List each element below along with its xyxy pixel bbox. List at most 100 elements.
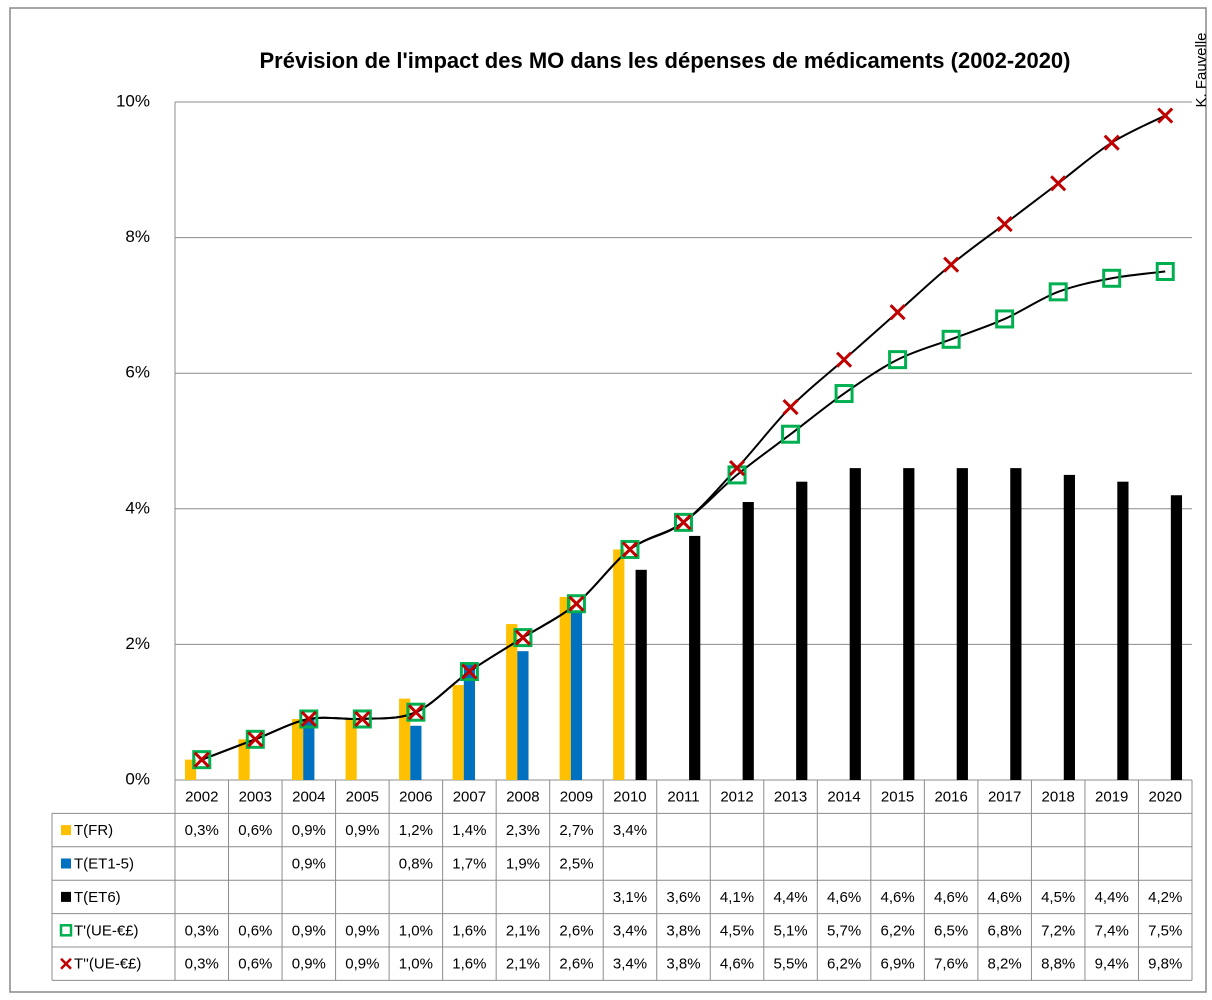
table-value: 4,5% [720, 922, 754, 939]
y-tick-label: 6% [125, 363, 150, 382]
bar [689, 535, 701, 780]
y-tick-label: 8% [125, 227, 150, 246]
table-value: 8,8% [1041, 956, 1075, 973]
square-marker [834, 384, 854, 404]
cross-marker [407, 704, 424, 721]
square-marker [674, 512, 693, 532]
table-value: 0,9% [345, 822, 379, 839]
legend-label: T(FR) [74, 822, 113, 839]
bar [463, 664, 475, 780]
square-marker [459, 662, 479, 682]
x-tick-label: 2013 [774, 789, 807, 806]
square-marker [1048, 282, 1068, 302]
x-tick-label: 2012 [720, 789, 753, 806]
table-value: 4,6% [827, 889, 861, 906]
square-marker [352, 709, 372, 729]
table-value: 7,5% [1148, 922, 1182, 939]
table-value: 0,3% [185, 956, 219, 973]
y-tick-label: 4% [125, 498, 150, 517]
author: K. Fauvelle [1193, 32, 1210, 107]
cross-marker [836, 351, 853, 368]
table-value: 2,6% [559, 922, 593, 939]
table-value: 0,6% [238, 956, 272, 973]
table-value: 6,8% [988, 922, 1022, 939]
table-value: 2,1% [506, 956, 540, 973]
table-value: 0,9% [292, 855, 326, 872]
table-value: 3,4% [613, 956, 647, 973]
table-value: 5,7% [827, 922, 861, 939]
chart-title: Prévision de l'impact des MO dans les dé… [259, 48, 1070, 73]
table-value: 0,9% [345, 956, 379, 973]
table-value: 8,2% [988, 956, 1022, 973]
x-tick-label: 2008 [506, 789, 539, 806]
table-value: 6,9% [881, 956, 915, 973]
bar [613, 549, 625, 780]
bar [517, 651, 529, 780]
table-value: 0,3% [185, 822, 219, 839]
table-value: 1,2% [399, 822, 433, 839]
legend-key [61, 825, 71, 836]
table-value: 1,6% [452, 922, 486, 939]
legend-key [59, 924, 73, 937]
table-value: 4,2% [1148, 889, 1182, 906]
x-tick-label: 2011 [667, 789, 699, 806]
x-tick-label: 2014 [827, 789, 860, 806]
table-value: 4,6% [988, 889, 1022, 906]
square-marker [995, 309, 1015, 329]
square-marker [566, 594, 586, 614]
table-value: 1,0% [399, 956, 433, 973]
table-value: 3,4% [613, 822, 647, 839]
bar [238, 739, 250, 780]
table-value: 3,8% [666, 922, 700, 939]
bar [452, 685, 464, 780]
table-value: 4,6% [881, 889, 915, 906]
bar [184, 759, 197, 780]
cross-marker [1103, 134, 1120, 151]
square-marker [781, 424, 801, 444]
cross-marker [461, 663, 478, 680]
legend-key [60, 957, 72, 970]
square-marker [1155, 262, 1175, 281]
square-marker [192, 750, 212, 770]
square-marker [513, 628, 533, 648]
cross-marker [568, 595, 585, 612]
table-value: 3,1% [613, 889, 647, 906]
bar [956, 468, 968, 780]
table-value: 2,3% [506, 822, 540, 839]
square-marker [299, 709, 319, 729]
y-tick-label: 2% [125, 634, 150, 653]
bar [796, 481, 808, 780]
table-value: 4,6% [720, 956, 754, 973]
table-value: 0,9% [292, 956, 326, 973]
bar [410, 725, 422, 780]
table-value: 6,2% [827, 956, 861, 973]
cross-marker [782, 399, 799, 416]
table-value: 6,2% [881, 922, 915, 939]
table-value: 2,6% [559, 956, 593, 973]
bar [570, 610, 583, 780]
table-value: 4,1% [720, 889, 754, 906]
table-value: 9,4% [1095, 956, 1129, 973]
table-value: 5,1% [773, 922, 807, 939]
cross-marker [889, 304, 906, 321]
table-value: 1,4% [452, 822, 486, 839]
cross-marker [193, 751, 210, 768]
table-value: 0,6% [238, 822, 272, 839]
table-value: 6,5% [934, 922, 968, 939]
bar [1170, 495, 1183, 780]
x-tick-label: 2002 [185, 789, 218, 806]
y-tick-label: 10% [116, 91, 150, 110]
legend-key [61, 891, 71, 902]
cross-marker [943, 256, 960, 273]
table-value: 4,4% [1095, 889, 1129, 906]
table-value: 0,9% [345, 922, 379, 939]
square-marker [245, 729, 265, 749]
table-value: 1,7% [452, 855, 486, 872]
table-value: 3,4% [613, 922, 647, 939]
x-tick-label: 2009 [560, 789, 593, 806]
table-value: 2,1% [506, 922, 540, 939]
chart-border [9, 7, 1207, 993]
table-value: 1,0% [399, 922, 433, 939]
x-tick-label: 2003 [239, 789, 272, 806]
